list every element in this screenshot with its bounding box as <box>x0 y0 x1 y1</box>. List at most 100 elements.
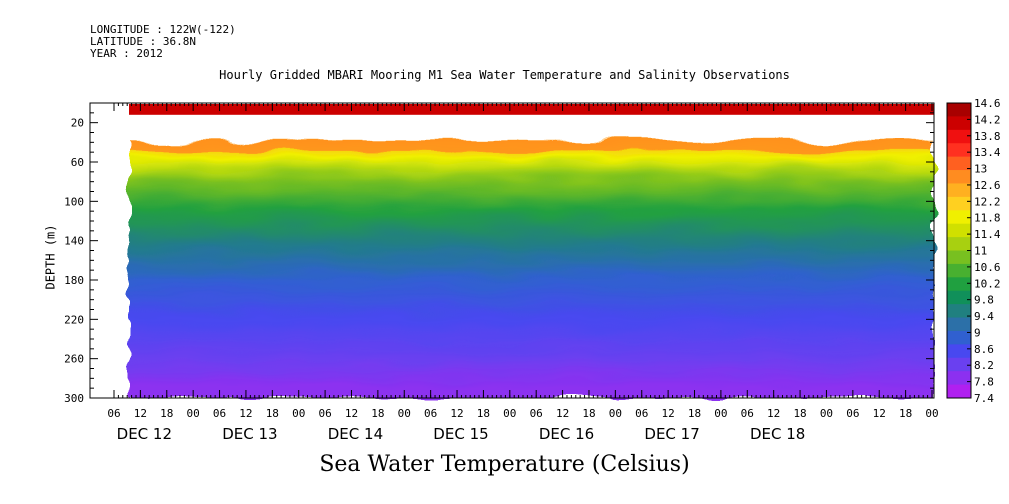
x-tick-label: 18 <box>793 407 806 420</box>
x-axis: 06 12 18 00 06 12 18 00 06 12 18 00 06 12 18 00 06 12 18 00… <box>107 103 939 443</box>
colorbar-label: 9 <box>974 326 981 339</box>
x-day-label: DEC 14 <box>328 425 383 443</box>
colorbar-label: 14.6 <box>974 97 1001 110</box>
colorbar-label: 11.8 <box>974 212 1001 225</box>
colorbar-swatch <box>947 116 971 131</box>
x-tick-label: 06 <box>530 407 543 420</box>
y-tick-label: 300 <box>64 392 84 405</box>
x-tick-label: 12 <box>873 407 886 420</box>
colorbar-label: 10.6 <box>974 261 1001 274</box>
x-tick-label: 00 <box>609 407 622 420</box>
chart-subtitle: Sea Water Temperature (Celsius) <box>319 452 690 477</box>
x-tick-label: 18 <box>371 407 384 420</box>
colorbar-label: 11.4 <box>974 228 1001 241</box>
colorbar-label: 8.2 <box>974 359 994 372</box>
colorbar-label: 9.8 <box>974 294 994 307</box>
temperature-body <box>129 140 934 398</box>
x-tick-label: 00 <box>820 407 833 420</box>
x-tick-label: 18 <box>160 407 173 420</box>
colorbar-swatch <box>947 263 971 278</box>
x-tick-label: 12 <box>556 407 569 420</box>
colorbar-label: 14.2 <box>974 113 1001 126</box>
colorbar-label: 7.4 <box>974 392 994 405</box>
chart-title: Hourly Gridded MBARI Mooring M1 Sea Wate… <box>219 68 790 82</box>
x-day-label: DEC 18 <box>750 425 805 443</box>
colorbar-swatch <box>947 196 971 211</box>
x-tick-label: 12 <box>239 407 252 420</box>
colorbar-swatch <box>947 330 971 345</box>
x-tick-label: 00 <box>398 407 411 420</box>
x-tick-label: 18 <box>899 407 912 420</box>
colorbar-label: 11 <box>974 245 987 258</box>
x-tick-label: 12 <box>662 407 675 420</box>
x-tick-label: 06 <box>741 407 754 420</box>
colorbar-label: 7.8 <box>974 376 994 389</box>
x-tick-label: 00 <box>292 407 305 420</box>
x-tick-label: 06 <box>846 407 859 420</box>
x-tick-label: 12 <box>450 407 463 420</box>
colorbar-label: 13 <box>974 163 987 176</box>
y-tick-label: 60 <box>71 156 84 169</box>
x-tick-label: 18 <box>266 407 279 420</box>
colorbar-label: 8.6 <box>974 343 994 356</box>
y-tick-label: 260 <box>64 353 84 366</box>
x-tick-label: 12 <box>134 407 147 420</box>
colorbar-label: 12.6 <box>974 179 1001 192</box>
latitude-label: LATITUDE : 36.8N <box>90 35 196 48</box>
colorbar-label: 9.4 <box>974 310 994 323</box>
colorbar-swatch <box>947 357 971 372</box>
y-tick-label: 20 <box>71 117 84 130</box>
colorbar-swatch <box>947 304 971 319</box>
colorbar-swatch <box>947 250 971 265</box>
x-tick-label: 06 <box>635 407 648 420</box>
temperature-field <box>129 104 934 398</box>
x-tick-label: 06 <box>107 407 120 420</box>
x-tick-label: 18 <box>688 407 701 420</box>
colorbar-swatch <box>947 371 971 386</box>
x-tick-label: 18 <box>477 407 490 420</box>
colorbar-swatch <box>947 210 971 225</box>
surface-band <box>129 104 934 115</box>
colorbar-swatch <box>947 384 971 399</box>
x-tick-label: 00 <box>925 407 938 420</box>
x-tick-label: 06 <box>213 407 226 420</box>
year-label: YEAR : 2012 <box>90 47 163 60</box>
x-tick-label: 18 <box>582 407 595 420</box>
y-tick-label: 140 <box>64 235 84 248</box>
colorbar-swatch <box>947 143 971 158</box>
colorbar-label: 13.4 <box>974 146 1001 159</box>
y-tick-label: 220 <box>64 313 84 326</box>
x-tick-label: 00 <box>503 407 516 420</box>
x-tick-label: 12 <box>767 407 780 420</box>
x-tick-label: 06 <box>318 407 331 420</box>
colorbar-swatch <box>947 223 971 238</box>
longitude-label: LONGITUDE : 122W(-122) <box>90 23 236 36</box>
colorbar-swatch <box>947 156 971 171</box>
x-day-label: DEC 16 <box>539 425 594 443</box>
x-tick-label: 06 <box>424 407 437 420</box>
colorbar-swatch <box>947 183 971 198</box>
y-tick-label: 100 <box>64 195 84 208</box>
y-tick-label: 180 <box>64 274 84 287</box>
colorbar-label: 12.2 <box>974 195 1001 208</box>
colorbar-swatch <box>947 277 971 292</box>
y-axis: 20 60 100 140 180 220 260 300 <box>64 112 934 405</box>
x-day-label: DEC 13 <box>222 425 277 443</box>
colorbar: 14.6 14.2 13.8 13.4 13 12.6 12.2 11.8 11.4 11 10.6… <box>946 97 1001 405</box>
colorbar-label: 13.8 <box>974 130 1001 143</box>
colorbar-swatch <box>947 344 971 359</box>
colorbar-label: 10.2 <box>974 277 1001 290</box>
colorbar-swatch <box>947 103 971 117</box>
x-day-label: DEC 12 <box>117 425 172 443</box>
x-tick-label: 00 <box>187 407 200 420</box>
colorbar-swatch <box>947 290 971 305</box>
x-day-label: DEC 15 <box>433 425 488 443</box>
colorbar-swatch <box>947 237 971 251</box>
x-tick-label: 12 <box>345 407 358 420</box>
x-day-label: DEC 17 <box>644 425 699 443</box>
colorbar-swatch <box>947 129 971 144</box>
warm-fringe <box>129 140 934 151</box>
colorbar-swatch <box>947 317 971 332</box>
